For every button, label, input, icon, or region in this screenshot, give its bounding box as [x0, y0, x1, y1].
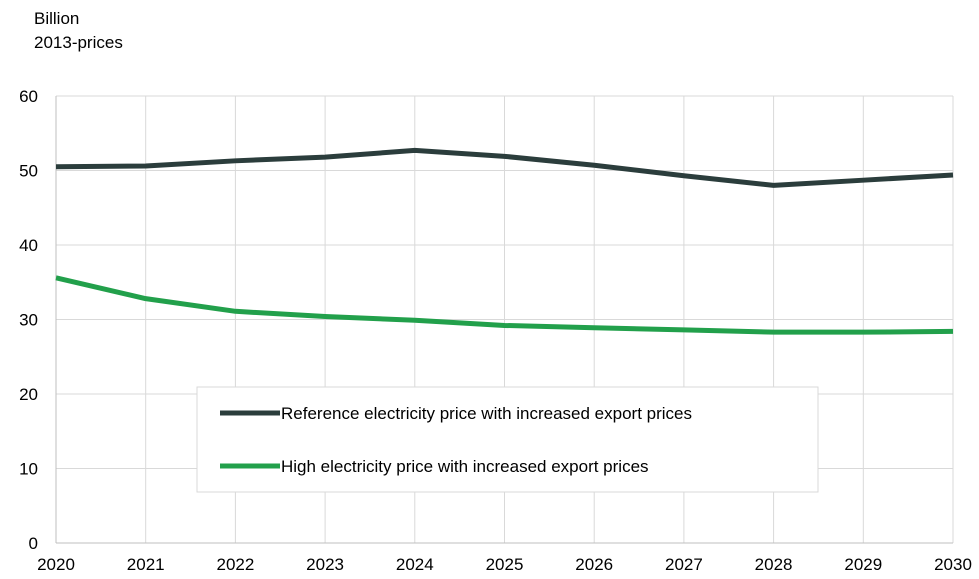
y-tick-label: 40	[19, 236, 38, 255]
x-tick-label: 2029	[844, 555, 882, 574]
x-tick-label: 2030	[934, 555, 972, 574]
series-line-0	[55, 147, 954, 188]
y-axis-unit-line-2: 2013-prices	[34, 33, 123, 52]
x-tick-label: 2026	[575, 555, 613, 574]
y-axis-unit-line-1: Billion	[34, 9, 80, 28]
x-tick-label: 2021	[127, 555, 165, 574]
x-tick-label: 2028	[755, 555, 793, 574]
legend-label-1: High electricity price with increased ex…	[281, 457, 649, 476]
legend-box	[196, 386, 819, 493]
x-tick-label: 2023	[306, 555, 344, 574]
legend-label-0: Reference electricity price with increas…	[281, 404, 692, 423]
axes	[55, 96, 953, 544]
series-line-1	[55, 275, 954, 335]
y-tick-label: 60	[19, 87, 38, 106]
legend: Reference electricity price with increas…	[196, 386, 819, 493]
y-tick-label: 10	[19, 460, 38, 479]
x-tick-label: 2022	[216, 555, 254, 574]
y-tick-label: 30	[19, 311, 38, 330]
y-tick-label: 20	[19, 385, 38, 404]
y-tick-label: 50	[19, 162, 38, 181]
x-tick-label: 2020	[37, 555, 75, 574]
x-tick-label: 2027	[665, 555, 703, 574]
series-lines	[55, 147, 954, 335]
x-tick-label: 2024	[396, 555, 434, 574]
x-tick-label: 2025	[486, 555, 524, 574]
y-tick-label: 0	[29, 534, 38, 553]
